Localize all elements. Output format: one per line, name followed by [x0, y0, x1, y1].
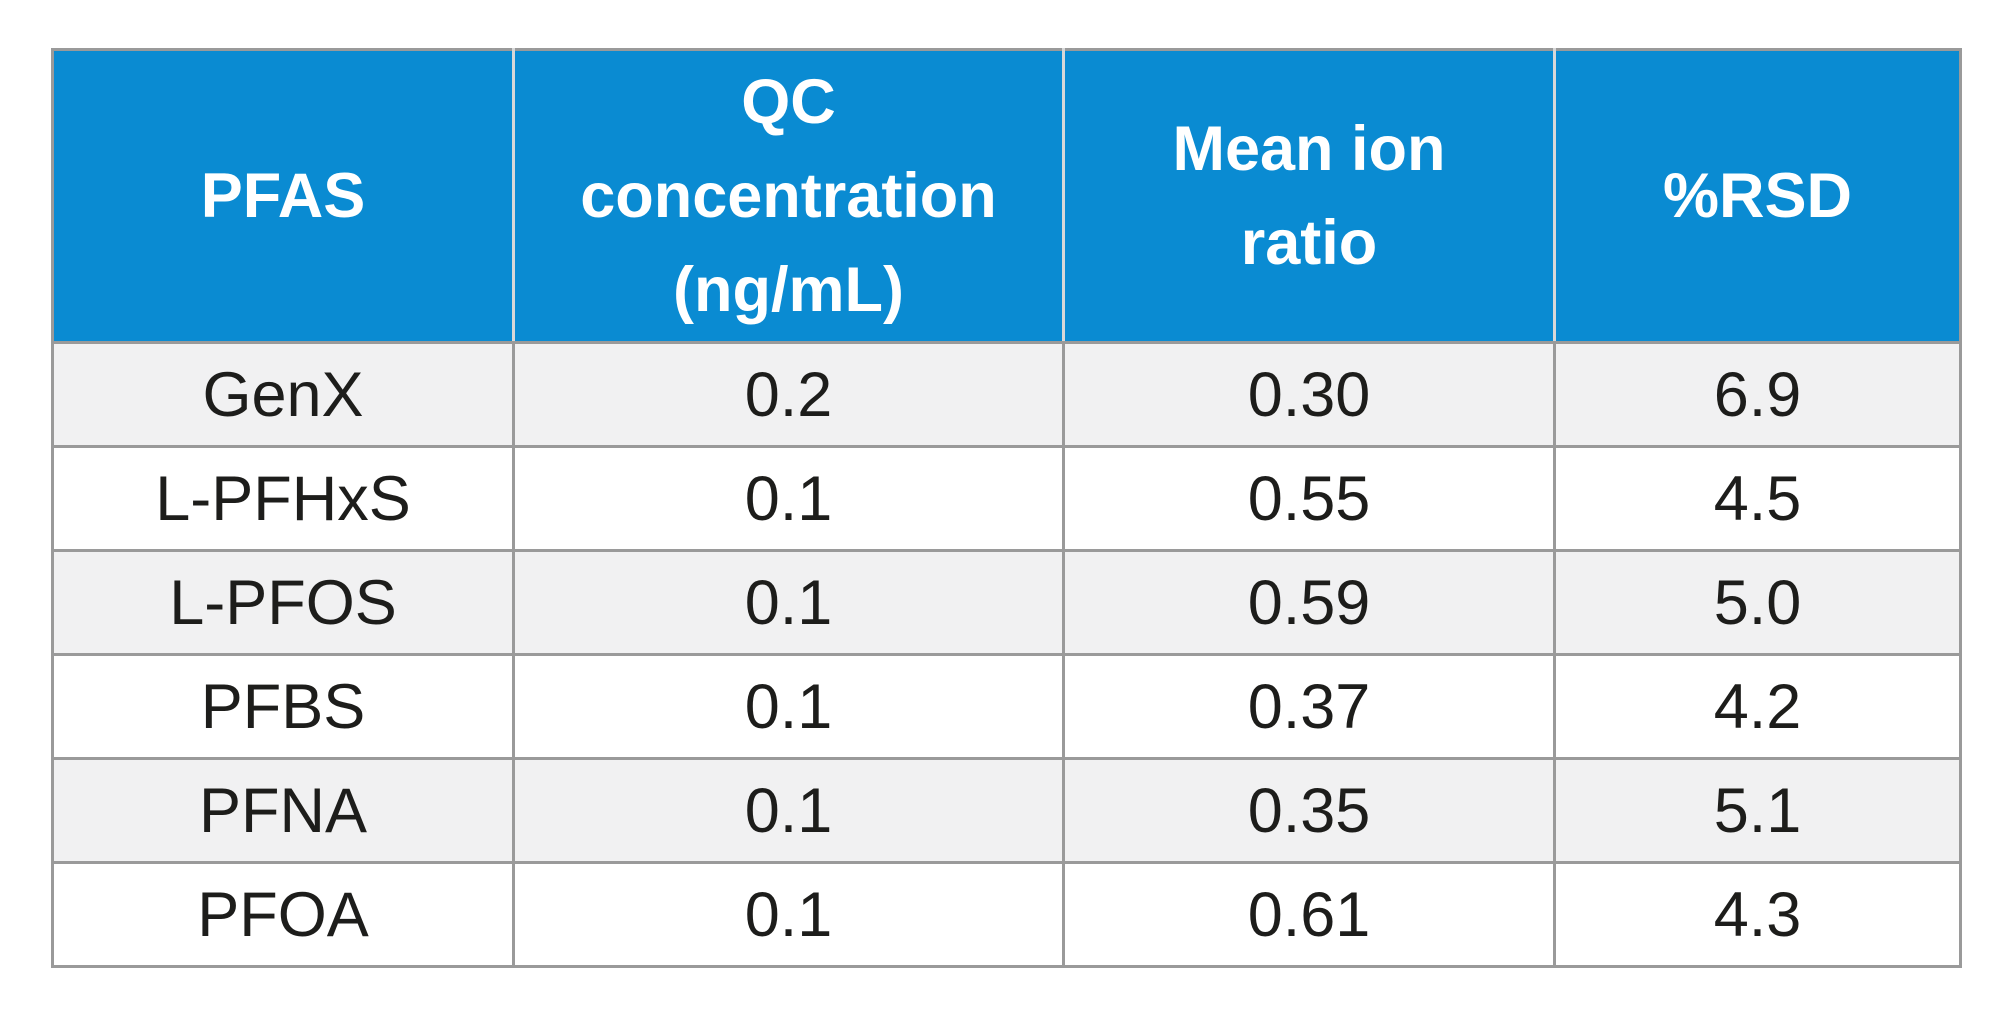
- table-row: PFNA 0.1 0.35 5.1: [51, 757, 1962, 864]
- table-row: GenX 0.2 0.30 6.9: [51, 341, 1962, 448]
- header-rsd: %RSD: [1553, 48, 1962, 344]
- header-mean-ion-ratio: Mean ion ratio: [1062, 48, 1556, 344]
- cell-qc-concentration: 0.1: [512, 757, 1065, 864]
- table-row: L-PFHxS 0.1 0.55 4.5: [51, 445, 1962, 552]
- cell-rsd: 4.5: [1553, 445, 1962, 552]
- header-qc-concentration: QC concentration (ng/mL): [512, 48, 1065, 344]
- table-row: L-PFOS 0.1 0.59 5.0: [51, 549, 1962, 656]
- table-body: GenX 0.2 0.30 6.9 L-PFHxS 0.1 0.55 4.5 L…: [51, 341, 1962, 968]
- cell-rsd: 5.1: [1553, 757, 1962, 864]
- table-row: PFOA 0.1 0.61 4.3: [51, 861, 1962, 968]
- header-pfas-line-1: PFAS: [200, 161, 366, 231]
- cell-pfas: GenX: [51, 341, 515, 448]
- cell-qc-concentration: 0.1: [512, 445, 1065, 552]
- header-row: PFAS QC concentration (ng/mL) Mean ion r…: [51, 48, 1962, 344]
- header-mean-ion-ratio-line-2: ratio: [1240, 208, 1378, 278]
- header-qc-concentration-line-2: concentration: [580, 161, 997, 231]
- cell-pfas: PFBS: [51, 653, 515, 760]
- cell-rsd: 6.9: [1553, 341, 1962, 448]
- header-rsd-line-1: %RSD: [1662, 161, 1853, 231]
- cell-rsd: 4.3: [1553, 861, 1962, 968]
- cell-mean-ion-ratio: 0.37: [1062, 653, 1556, 760]
- cell-mean-ion-ratio: 0.35: [1062, 757, 1556, 864]
- cell-mean-ion-ratio: 0.55: [1062, 445, 1556, 552]
- cell-qc-concentration: 0.2: [512, 341, 1065, 448]
- header-qc-concentration-line-1: QC: [741, 67, 836, 137]
- cell-qc-concentration: 0.1: [512, 549, 1065, 656]
- cell-pfas: PFOA: [51, 861, 515, 968]
- table-row: PFBS 0.1 0.37 4.2: [51, 653, 1962, 760]
- header-mean-ion-ratio-line-1: Mean ion: [1172, 114, 1446, 184]
- data-table-container: PFAS QC concentration (ng/mL) Mean ion r…: [51, 48, 1962, 968]
- cell-pfas: L-PFOS: [51, 549, 515, 656]
- cell-qc-concentration: 0.1: [512, 861, 1065, 968]
- cell-pfas: PFNA: [51, 757, 515, 864]
- cell-pfas: L-PFHxS: [51, 445, 515, 552]
- header-qc-concentration-line-3: (ng/mL): [673, 255, 904, 325]
- pfas-ion-ratio-table: PFAS QC concentration (ng/mL) Mean ion r…: [51, 48, 1962, 968]
- table-header: PFAS QC concentration (ng/mL) Mean ion r…: [51, 48, 1962, 344]
- cell-qc-concentration: 0.1: [512, 653, 1065, 760]
- header-pfas: PFAS: [51, 48, 515, 344]
- cell-rsd: 5.0: [1553, 549, 1962, 656]
- cell-mean-ion-ratio: 0.61: [1062, 861, 1556, 968]
- cell-mean-ion-ratio: 0.30: [1062, 341, 1556, 448]
- cell-mean-ion-ratio: 0.59: [1062, 549, 1556, 656]
- cell-rsd: 4.2: [1553, 653, 1962, 760]
